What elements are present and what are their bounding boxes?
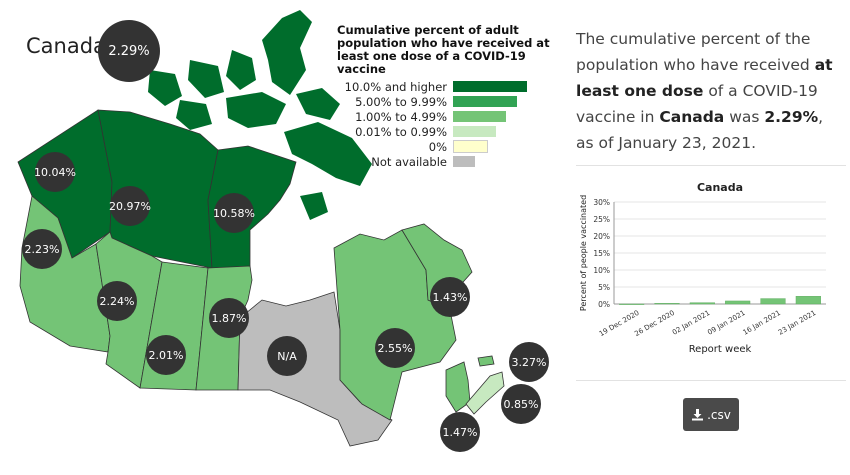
region-pe[interactable] — [477, 355, 495, 367]
country-title: Canada — [26, 34, 106, 58]
bar — [795, 296, 821, 305]
island — [148, 70, 182, 106]
canada-map — [17, 10, 505, 447]
legend-label: 10.0% and higher — [344, 79, 447, 94]
summary-part: , as of January 23, 2021. — [576, 108, 824, 152]
summary-bold: Canada — [659, 108, 725, 126]
x-tick-label: 02 Jan 2021 — [671, 309, 711, 337]
country-value-bubble: 2.29% — [98, 20, 160, 82]
x-tick-label: 26 Dec 2020 — [633, 309, 676, 338]
island — [296, 88, 340, 120]
region-bubble-yt: 10.04% — [34, 152, 76, 192]
bar — [725, 300, 751, 305]
region-bubble-ns: 0.85% — [501, 384, 541, 424]
summary-text: The cumulative percent of the population… — [576, 26, 844, 156]
download-label: .csv — [707, 407, 731, 422]
divider — [576, 380, 846, 381]
y-tick-label: 5% — [598, 283, 610, 292]
summary-part: was — [724, 108, 765, 126]
legend-label: 5.00% to 9.99% — [355, 94, 447, 109]
island — [226, 92, 286, 128]
bar — [654, 303, 680, 305]
legend-swatch — [453, 81, 527, 92]
x-tick-label: 16 Jan 2021 — [742, 309, 782, 337]
island — [262, 10, 312, 95]
download-icon — [692, 409, 704, 421]
y-tick-label: 15% — [593, 249, 610, 258]
bar — [619, 303, 645, 305]
region-bubble-pe: 3.27% — [509, 342, 549, 382]
summary-part: of a COVID-19 vaccine in — [576, 82, 818, 126]
region-bubble-nt: 20.97% — [109, 186, 151, 226]
y-tick-label: 0% — [598, 300, 610, 309]
summary-part: The cumulative percent of the population… — [576, 30, 815, 74]
region-bubble-ab: 2.24% — [97, 281, 137, 321]
chart-title: Canada — [697, 181, 743, 194]
legend-title-line: least one dose of a COVID-19 vaccine — [337, 49, 526, 76]
region-qc[interactable] — [333, 229, 457, 421]
legend-item: 1.00% to 4.99% — [337, 109, 567, 124]
y-axis-title: Percent of people vaccinated — [579, 195, 588, 311]
region-bubble-qc: 2.55% — [375, 328, 415, 368]
legend-item: 0.01% to 0.99% — [337, 124, 567, 139]
bar — [760, 298, 786, 305]
bar — [689, 302, 715, 305]
legend-swatch — [453, 156, 475, 167]
region-bubble-on: N/A — [267, 336, 307, 376]
legend-label: 0% — [428, 139, 447, 154]
legend-swatch — [453, 96, 517, 107]
y-tick-label: 25% — [593, 215, 610, 224]
download-csv-button[interactable]: .csv — [683, 398, 739, 431]
region-bubble-sk: 2.01% — [146, 335, 186, 375]
legend-title: Cumulative percent of adult population w… — [337, 24, 567, 76]
summary-bold: 2.29% — [764, 108, 819, 126]
map-legend: Cumulative percent of adult population w… — [337, 24, 567, 169]
summary-panel: The cumulative percent of the population… — [576, 26, 844, 156]
island — [284, 122, 372, 186]
region-bubble-nb: 1.47% — [440, 412, 480, 452]
divider — [576, 165, 846, 166]
arctic-islands — [148, 10, 372, 220]
island — [188, 60, 224, 98]
island — [226, 50, 256, 90]
legend-label: 0.01% to 0.99% — [355, 124, 447, 139]
y-tick-label: 10% — [593, 266, 610, 275]
legend-item: 5.00% to 9.99% — [337, 94, 567, 109]
legend-item: 10.0% and higher — [337, 79, 567, 94]
legend-title-line: population who have received at — [337, 36, 550, 50]
island — [176, 100, 212, 130]
summary-bold: at least one dose — [576, 56, 833, 100]
region-ns[interactable] — [465, 371, 505, 415]
x-tick-label: 23 Jan 2021 — [777, 309, 817, 337]
region-bubble-mb: 1.87% — [209, 298, 249, 338]
region-bubble-nl: 1.43% — [430, 277, 470, 317]
legend-swatch — [453, 126, 496, 137]
island — [300, 192, 328, 220]
legend-label: Not available — [371, 154, 447, 169]
legend-item: Not available — [337, 154, 567, 169]
x-axis-title: Report week — [689, 344, 752, 355]
x-tick-label: 09 Jan 2021 — [706, 309, 746, 337]
y-tick-label: 20% — [593, 232, 610, 241]
legend-label: 1.00% to 4.99% — [355, 109, 447, 124]
legend-swatch — [453, 140, 488, 153]
legend-title-line: Cumulative percent of adult — [337, 23, 519, 37]
region-bubble-nu: 10.58% — [213, 193, 255, 233]
legend-swatch — [453, 111, 506, 122]
legend-item: 0% — [337, 139, 567, 154]
region-bubble-bc: 2.23% — [22, 229, 62, 269]
y-tick-label: 30% — [593, 198, 610, 207]
